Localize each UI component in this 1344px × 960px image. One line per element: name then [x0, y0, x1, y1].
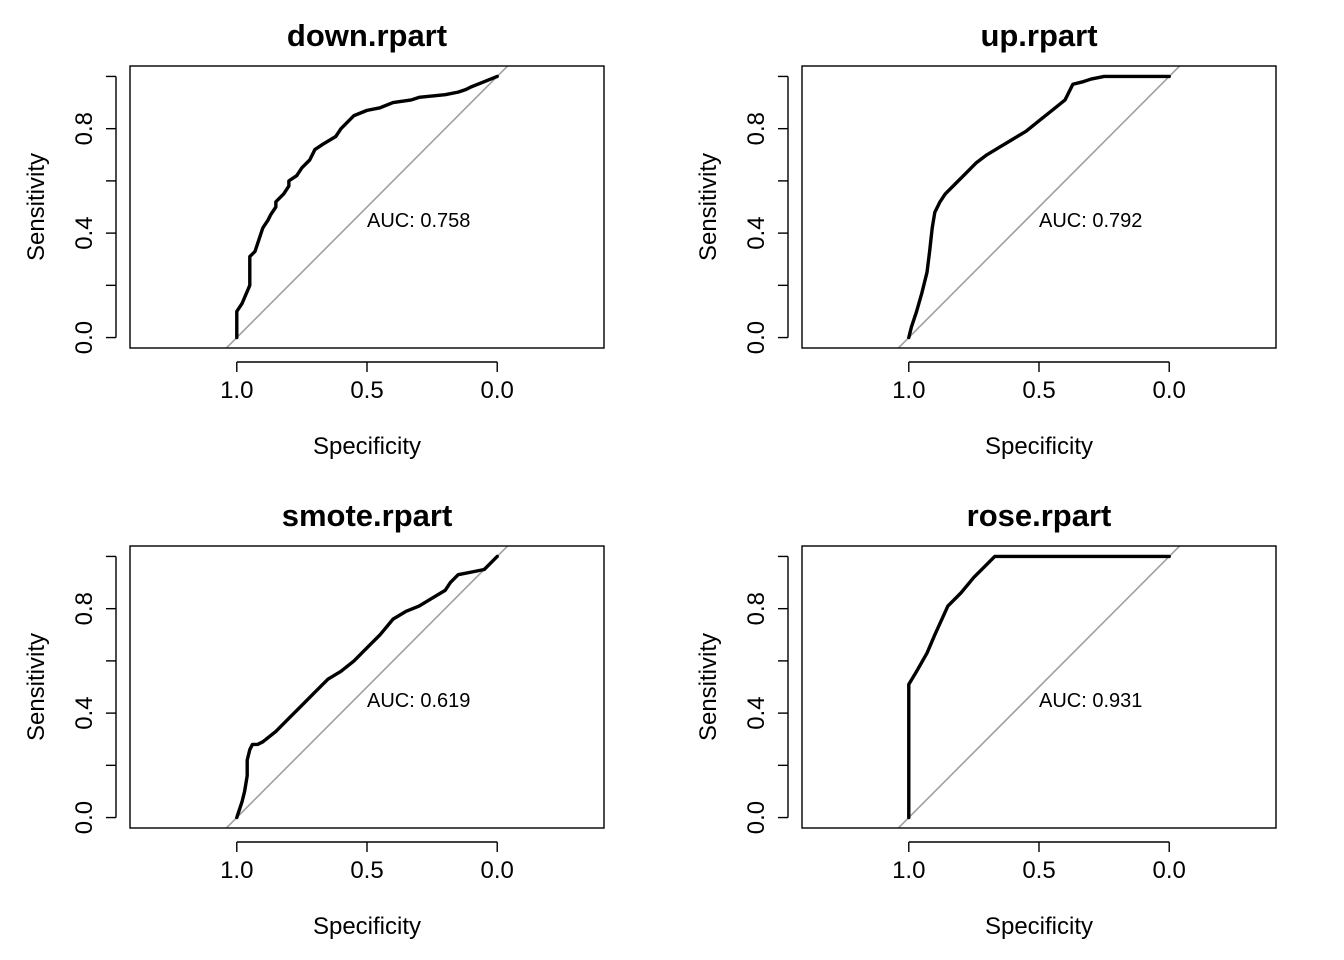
diagonal-reference-line: [225, 66, 509, 348]
diagonal-reference-line: [897, 546, 1181, 828]
x-axis-label: Specificity: [985, 433, 1093, 460]
panel-title: up.rpart: [980, 18, 1097, 53]
y-tick-label: 0.8: [71, 112, 98, 145]
x-tick-label: 0.5: [350, 377, 383, 404]
roc-panel-3: smote.rpart 1.0 0.5 0.0 Specificity 0.0 0.4 0.8…: [23, 498, 605, 940]
x-tick-label: 1.0: [892, 377, 925, 404]
y-axis-label: Sensitivity: [695, 633, 722, 741]
y-tick-label: 0.8: [743, 112, 770, 145]
y-tick-label: 0.8: [71, 592, 98, 625]
x-tick-label: 0.0: [1153, 377, 1186, 404]
panel-title: down.rpart: [287, 18, 447, 53]
x-tick-label: 0.5: [1022, 857, 1055, 884]
diagonal-reference-line: [225, 546, 509, 828]
auc-annotation: AUC: 0.931: [1039, 690, 1142, 712]
roc-panel-1: down.rpart 1.0 0.5 0.0 Specificity 0.0 0.4 0.8 S…: [23, 18, 605, 460]
plot-frame: [129, 545, 605, 829]
plot-frame: [801, 545, 1277, 829]
auc-annotation: AUC: 0.792: [1039, 210, 1142, 232]
roc-panel-4: rose.rpart 1.0 0.5 0.0 Specificity 0.0 0.4 0.8 S…: [695, 498, 1277, 940]
x-axis-label: Specificity: [985, 913, 1093, 940]
y-tick-label: 0.4: [71, 216, 98, 249]
x-tick-label: 0.5: [350, 857, 383, 884]
x-axis-label: Specificity: [313, 433, 421, 460]
y-tick-label: 0.8: [743, 592, 770, 625]
x-tick-label: 1.0: [220, 857, 253, 884]
roc-panel-2: up.rpart 1.0 0.5 0.0 Specificity 0.0 0.4 0.8 Sen…: [695, 18, 1277, 460]
x-tick-label: 1.0: [220, 377, 253, 404]
auc-annotation: AUC: 0.758: [367, 210, 470, 232]
x-tick-label: 0.5: [1022, 377, 1055, 404]
x-tick-label: 0.0: [481, 857, 514, 884]
panel-title: rose.rpart: [967, 498, 1112, 533]
y-tick-label: 0.4: [743, 696, 770, 729]
y-tick-label: 0.0: [71, 321, 98, 354]
y-tick-label: 0.0: [71, 801, 98, 834]
plot-frame: [129, 65, 605, 349]
diagonal-reference-line: [897, 66, 1181, 348]
roc-curve: [235, 74, 499, 340]
plot-frame: [801, 65, 1277, 349]
x-tick-label: 0.0: [1153, 857, 1186, 884]
panel-title: smote.rpart: [282, 498, 453, 533]
x-axis-label: Specificity: [313, 913, 421, 940]
y-axis-label: Sensitivity: [23, 633, 50, 741]
y-tick-label: 0.0: [743, 321, 770, 354]
y-axis-label: Sensitivity: [23, 153, 50, 261]
y-tick-label: 0.4: [71, 696, 98, 729]
roc-curve: [907, 554, 1171, 820]
roc-curve: [907, 74, 1171, 340]
auc-annotation: AUC: 0.619: [367, 690, 470, 712]
x-tick-label: 1.0: [892, 857, 925, 884]
roc-curve: [235, 554, 499, 820]
x-tick-label: 0.0: [481, 377, 514, 404]
y-tick-label: 0.0: [743, 801, 770, 834]
y-axis-label: Sensitivity: [695, 153, 722, 261]
y-tick-label: 0.4: [743, 216, 770, 249]
